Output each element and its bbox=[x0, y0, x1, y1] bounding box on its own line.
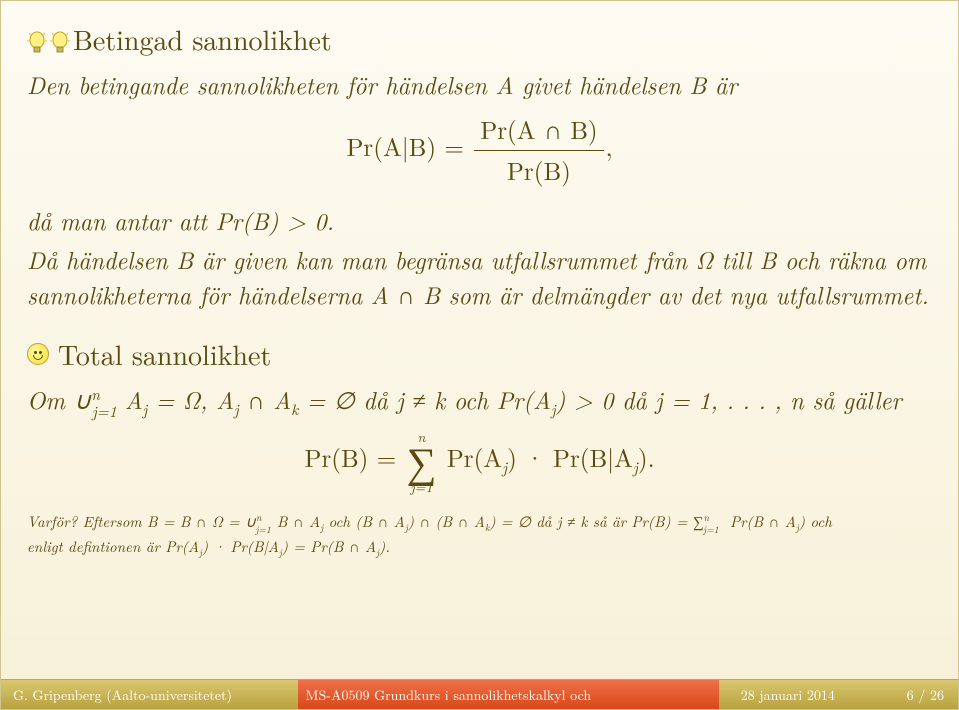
footer-page: 6 / 26 bbox=[907, 685, 958, 705]
heading-1: Betingad sannolikhet bbox=[27, 19, 932, 59]
para-1b-text: då man antar att Pr(B) > 0. bbox=[27, 203, 334, 237]
s2c: ) = Pr(B ∩ A bbox=[282, 536, 376, 557]
s1d: ) ∩ (B ∩ A bbox=[408, 511, 485, 532]
para-2a: Om ∪nj=1Aj = Ω, Aj ∩ Ak = ∅ då j ≠ k och… bbox=[27, 382, 932, 420]
smiley-icon bbox=[27, 343, 49, 365]
f2r1: Pr(A bbox=[447, 440, 502, 475]
footer-right: 28 januari 2014 6 / 26 bbox=[719, 680, 958, 709]
footer-date: 28 januari 2014 bbox=[741, 685, 835, 705]
formula-1-lhs: Pr(A|B) = bbox=[346, 129, 472, 164]
lightbulb-icon bbox=[50, 26, 70, 52]
formula-2-lhs: Pr(B) = bbox=[304, 440, 404, 475]
para-1c: Då händelsen B är given kan man begränsa… bbox=[27, 242, 932, 312]
sum-symbol: n ∑ j=1 bbox=[407, 430, 437, 494]
small-note: Varför? Eftersom B = B ∩ Ω = ∪nj=1B ∩ Aj… bbox=[27, 510, 932, 561]
lightbulb-icon bbox=[27, 26, 47, 52]
p2a-r3: = ∅ då j ≠ k och Pr(A bbox=[298, 382, 551, 416]
formula-1-tail: , bbox=[606, 129, 613, 164]
formula-1-frac: Pr(A ∩ B) Pr(B) bbox=[474, 112, 603, 190]
heading-1-text: Betingad sannolikhet bbox=[73, 19, 332, 59]
s1g: ) och bbox=[799, 511, 832, 532]
s-sub: j=1 bbox=[255, 522, 270, 536]
p2a-sub: j=1 bbox=[92, 399, 117, 422]
small-q: Varför? bbox=[27, 511, 77, 532]
p2a-r2: ∩ A bbox=[239, 382, 291, 416]
s1a: Eftersom B = B ∩ Ω = ∪ bbox=[77, 511, 256, 532]
s2b: ) · Pr(B|A bbox=[202, 536, 279, 557]
p2a-mid: A bbox=[125, 382, 143, 416]
para-1b: då man antar att Pr(B) > 0. bbox=[27, 203, 932, 238]
s2d: ). bbox=[379, 536, 390, 557]
s2: enligt defintionen är Pr(A bbox=[27, 536, 199, 557]
formula-1-num: Pr(A ∩ B) bbox=[474, 112, 603, 151]
p2a-r4: ) > 0 då j = 1, . . . , n så gäller bbox=[556, 382, 902, 416]
heading-2: Total sannolikhet bbox=[27, 334, 932, 374]
heading-2-text: Total sannolikhet bbox=[58, 334, 271, 374]
f2r3: ). bbox=[638, 440, 655, 475]
s-sub2: j=1 bbox=[703, 522, 718, 536]
sum-bot: j=1 bbox=[407, 480, 437, 494]
formula-1-den: Pr(B) bbox=[474, 151, 603, 189]
slide: Betingad sannolikhet Den betingande sann… bbox=[0, 0, 959, 710]
s1b: B ∩ A bbox=[277, 511, 320, 532]
footer: G. Gripenberg (Aalto-universitetet) MS-A… bbox=[1, 679, 958, 709]
s1e: ) = ∅ då j ≠ k så är Pr(B) = bbox=[489, 511, 692, 532]
formula-1: Pr(A|B) = Pr(A ∩ B) Pr(B) , bbox=[27, 112, 932, 190]
para-1a: Den betingande sannolikheten för händels… bbox=[27, 67, 932, 102]
p2a-r1: = Ω, A bbox=[147, 382, 234, 416]
s1f: Pr(B ∩ A bbox=[725, 511, 796, 532]
f2r2: ) · Pr(B|A bbox=[507, 440, 633, 475]
slide-content: Betingad sannolikhet Den betingande sann… bbox=[1, 1, 958, 561]
s1c: och (B ∩ A bbox=[323, 511, 405, 532]
formula-2: Pr(B) = n ∑ j=1 Pr(Aj) · Pr(B|Aj). bbox=[27, 430, 932, 494]
footer-title: MS-A0509 Grundkurs i sannolikhetskalkyl … bbox=[298, 680, 719, 709]
footer-author: G. Gripenberg (Aalto-universitetet) bbox=[1, 680, 298, 709]
p2a-pre: Om ∪ bbox=[27, 382, 91, 416]
